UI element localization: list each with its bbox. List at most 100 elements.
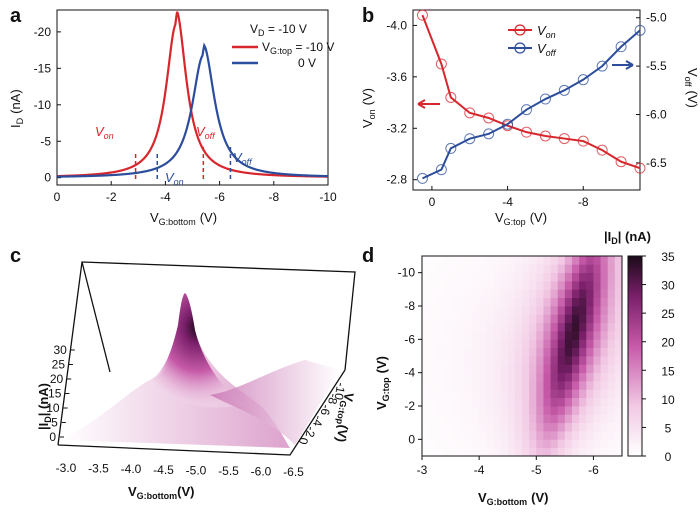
heatmap-cell (536, 306, 544, 315)
heatmap-cell (607, 339, 616, 349)
heatmap-cell (614, 264, 623, 274)
panel-d-ytick-label: 0 (408, 432, 415, 446)
heatmap-cell (607, 347, 616, 357)
heatmap-cell (443, 331, 451, 340)
heatmap-cell (607, 331, 616, 340)
heatmap-cell (514, 289, 523, 299)
panel-a-xtick-label: -2 (106, 190, 117, 204)
heatmap-cell (500, 306, 509, 315)
heatmap-cell (522, 431, 530, 440)
heatmap-cell (586, 289, 594, 299)
heatmap-cell (543, 439, 551, 449)
heatmap-cell (486, 339, 494, 349)
heatmap-cell (500, 381, 509, 390)
panel-c-xtick-label: -4.0 (121, 462, 142, 476)
heatmap-cell (514, 281, 523, 290)
heatmap-cell (457, 356, 466, 365)
heatmap-cell (479, 289, 487, 299)
heatmap-cell (543, 272, 551, 282)
heatmap-cell (550, 272, 559, 282)
heatmap-cell (522, 306, 530, 315)
heatmap-cell (593, 372, 601, 382)
heatmap-cell (429, 406, 437, 415)
heatmap-cell (593, 256, 601, 265)
heatmap-cell (572, 406, 580, 415)
heatmap-cell (479, 397, 487, 407)
heatmap-cell (550, 431, 559, 440)
panel-a-marker-label: Voff (196, 124, 216, 141)
heatmap-cell (486, 397, 494, 407)
heatmap-cell (536, 272, 544, 282)
heatmap-cell (472, 289, 480, 299)
heatmap-cell (600, 406, 609, 415)
heatmap-cell (457, 372, 466, 382)
heatmap-cell (557, 272, 566, 282)
heatmap-cell (522, 439, 530, 449)
heatmap-cell (450, 331, 459, 340)
heatmap-cell (443, 431, 451, 440)
heatmap-cell (457, 389, 466, 399)
heatmap-cell (479, 272, 487, 282)
arrow-left-axis-icon (417, 99, 440, 109)
colorbar-tick-label: 30 (661, 279, 675, 293)
heatmap-cell (557, 431, 566, 440)
heatmap-cell (543, 414, 551, 424)
heatmap-cell (472, 422, 480, 432)
panel-d: d -3 -4 -5 -6 0 -2 -4 -6 -8 -10 0 5 10 15 20 25 30 35 |I… (362, 229, 675, 507)
heatmap-cell (486, 264, 494, 274)
heatmap-cell (557, 381, 566, 390)
heatmap-cell (614, 397, 623, 407)
colorbar-tick-label: 5 (665, 421, 672, 435)
heatmap-cell (500, 289, 509, 299)
heatmap-cell (479, 339, 487, 349)
heatmap-cell (522, 389, 530, 399)
heatmap-cell (479, 306, 487, 315)
heatmap-cell (486, 331, 494, 340)
heatmap-cell (493, 289, 501, 299)
heatmap-cell (572, 314, 580, 324)
heatmap-cell (464, 431, 473, 440)
panel-b-series-0-point (521, 126, 532, 138)
heatmap-cell (529, 381, 537, 390)
heatmap-cell (514, 447, 523, 457)
legend-label-red: VG:top = -10 V (262, 40, 334, 56)
heatmap-cell (436, 431, 444, 440)
heatmap-cell (422, 389, 430, 399)
heatmap-cell (436, 356, 444, 365)
heatmap-cell (536, 297, 544, 307)
heatmap-cell (564, 256, 573, 265)
heatmap-cell (436, 314, 444, 324)
heatmap-cell (450, 281, 459, 290)
panel-c-ytick-label: -6 (318, 403, 334, 416)
heatmap-cell (507, 256, 516, 265)
heatmap-cell (507, 439, 516, 449)
heatmap-cell (486, 414, 494, 424)
heatmap-cell (564, 439, 573, 449)
heatmap-cell (557, 372, 566, 382)
heatmap-cell (464, 272, 473, 282)
heatmap-cell (443, 439, 451, 449)
heatmap-cell (443, 272, 451, 282)
panel-c-ytick-label: -2 (303, 425, 319, 438)
heatmap-cell (550, 347, 559, 357)
heatmap-cell (529, 272, 537, 282)
panel-d-xtick-label: -4 (474, 463, 485, 477)
panel-d-frame (421, 255, 623, 457)
panel-b-series-0-point (577, 135, 589, 147)
heatmap-cell (607, 406, 616, 415)
heatmap-cell (457, 414, 466, 424)
heatmap-cell (422, 364, 430, 374)
heatmap-cell (564, 331, 573, 340)
heatmap-cell (522, 356, 530, 365)
heatmap-cell (429, 347, 437, 357)
heatmap-cell (593, 431, 601, 440)
heatmap-cell (543, 306, 551, 315)
heatmap-cell (550, 389, 559, 399)
heatmap-cell (479, 281, 487, 290)
heatmap-cell (493, 339, 501, 349)
panel-a-ytick-label: -5 (40, 134, 51, 148)
heatmap-cell (522, 289, 530, 299)
heatmap-cell (614, 414, 623, 424)
heatmap-cell (464, 381, 473, 390)
heatmap-cell (522, 272, 530, 282)
